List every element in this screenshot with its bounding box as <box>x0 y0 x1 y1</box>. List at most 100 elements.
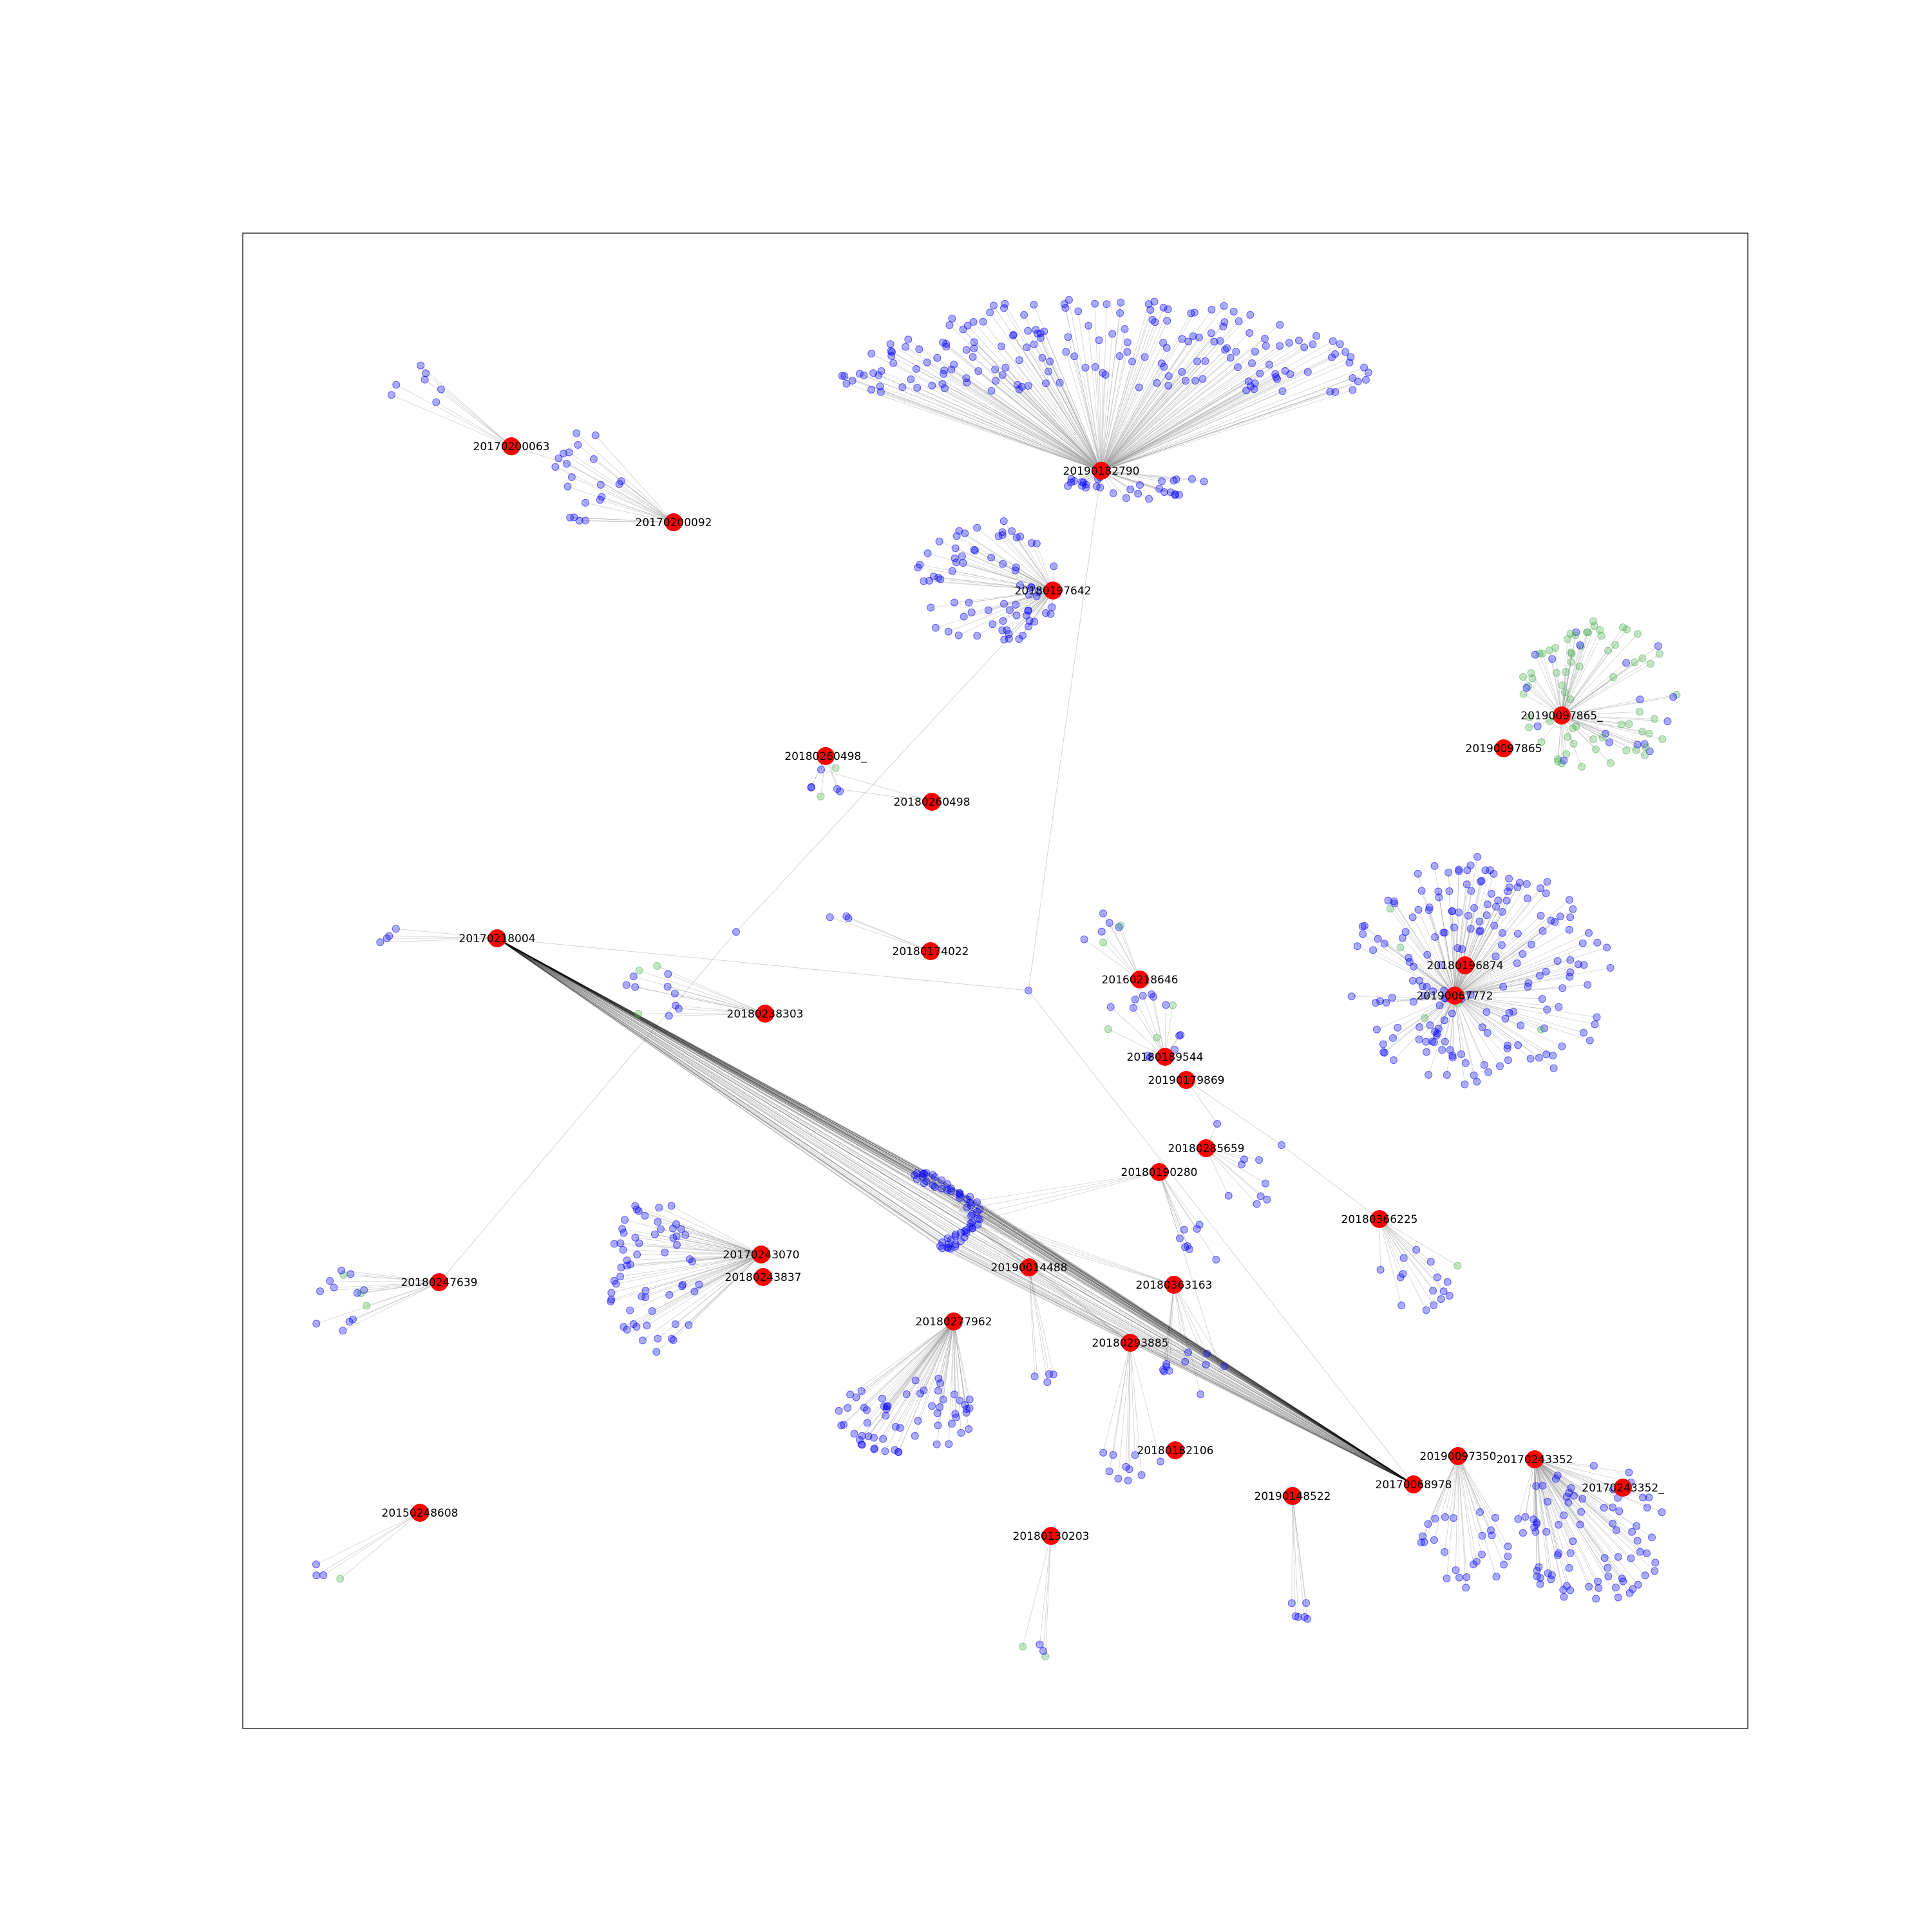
edge <box>902 387 1101 471</box>
leaf-node <box>1515 1515 1522 1522</box>
leaf-node <box>1421 1014 1428 1021</box>
leaf-node <box>1468 887 1475 895</box>
leaf-node <box>940 1396 947 1403</box>
leaf-node <box>1046 358 1054 365</box>
leaf-node <box>1406 958 1413 965</box>
leaf-node <box>998 343 1005 350</box>
leaf-node <box>1208 306 1215 313</box>
leaf-node <box>1025 623 1032 630</box>
leaf-node <box>1359 931 1367 938</box>
leaf-node <box>1455 909 1463 916</box>
edge <box>1101 333 1249 471</box>
leaf-node <box>312 1561 319 1568</box>
cluster-node <box>956 1195 963 1202</box>
leaf-node <box>1484 1029 1491 1036</box>
leaf-node <box>960 613 967 620</box>
cluster-node <box>944 1244 951 1251</box>
leaf-node <box>1301 344 1308 351</box>
leaf-node <box>1165 382 1172 389</box>
leaf-node <box>1560 1512 1567 1519</box>
leaf-node <box>1138 1472 1145 1479</box>
leaf-node <box>1264 1196 1271 1203</box>
leaf-node <box>916 346 923 353</box>
leaf-node <box>636 967 643 974</box>
leaf-node <box>878 1395 886 1402</box>
leaf-node <box>1634 630 1641 638</box>
leaf-node <box>1483 1009 1490 1016</box>
leaf-node <box>1493 1573 1500 1580</box>
leaf-node <box>1567 1484 1575 1492</box>
bundle-edge <box>497 938 961 1241</box>
edge <box>1101 363 1252 471</box>
leaf-node <box>965 1426 972 1433</box>
bridge-edge <box>1282 1145 1379 1219</box>
leaf-node <box>1629 1528 1636 1535</box>
leaf-node <box>1570 1492 1577 1499</box>
leaf-node <box>856 370 863 377</box>
leaf-node <box>1030 301 1037 308</box>
leaf-node <box>1037 330 1044 337</box>
leaf-node <box>1010 332 1017 339</box>
leaf-node <box>1423 1307 1430 1314</box>
leaf-node <box>1025 383 1032 390</box>
leaf-node <box>1182 1358 1189 1365</box>
leaf-node <box>1551 918 1558 925</box>
leaf-node <box>1538 1026 1545 1033</box>
leaf-node <box>1399 1271 1406 1278</box>
leaf-node <box>620 1323 627 1331</box>
leaf-node <box>1397 944 1404 951</box>
leaf-node <box>946 322 953 329</box>
bundle-edge <box>970 1203 1414 1484</box>
leaf-node <box>1381 940 1388 947</box>
leaf-node <box>1257 1193 1264 1200</box>
edge <box>647 1255 762 1325</box>
edge <box>564 453 674 522</box>
leaf-node <box>1623 659 1630 667</box>
leaf-node <box>1156 485 1163 492</box>
leaf-node <box>1446 1293 1453 1300</box>
leaf-node <box>1543 1051 1550 1058</box>
leaf-node <box>1513 960 1520 967</box>
leaf-node <box>870 370 877 377</box>
leaf-node <box>1476 918 1483 925</box>
leaf-node <box>941 385 948 392</box>
leaf-node <box>1605 1573 1612 1580</box>
leaf-node <box>1473 1558 1480 1565</box>
edge <box>1455 996 1546 1054</box>
edge <box>1103 1343 1130 1453</box>
leaf-node <box>834 786 841 793</box>
leaf-node <box>1279 388 1286 395</box>
leaf-node <box>1578 1508 1585 1515</box>
leaf-node <box>1127 486 1134 493</box>
leaf-node <box>949 315 956 322</box>
leaf-node <box>388 392 395 399</box>
leaf-node <box>963 1409 970 1416</box>
leaf-node <box>1110 1452 1117 1459</box>
leaf-node <box>1153 1034 1160 1041</box>
leaf-node <box>592 432 599 439</box>
leaf-node <box>1441 929 1448 936</box>
leaf-node <box>656 1204 663 1211</box>
leaf-node <box>1425 1072 1432 1079</box>
leaf-node <box>433 399 440 406</box>
hub-label: 20170068978 <box>1376 1479 1452 1492</box>
leaf-node <box>1517 1022 1524 1029</box>
leaf-node <box>1448 1010 1455 1017</box>
leaf-node <box>907 376 914 383</box>
leaf-node <box>1539 650 1546 657</box>
leaf-node <box>1533 1519 1540 1526</box>
leaf-node <box>1535 1054 1542 1061</box>
leaf-node <box>927 604 934 611</box>
cluster-node <box>974 1208 981 1215</box>
leaf-node <box>1176 1235 1183 1242</box>
leaf-node <box>1567 914 1574 921</box>
edge <box>396 385 511 446</box>
leaf-node <box>1533 1482 1540 1490</box>
leaf-node <box>1241 1156 1248 1163</box>
leaf-node <box>582 499 589 506</box>
leaf-node <box>995 533 1002 540</box>
leaf-node <box>1519 1530 1526 1537</box>
leaf-node <box>1432 934 1439 941</box>
leaf-node <box>1439 1046 1446 1054</box>
